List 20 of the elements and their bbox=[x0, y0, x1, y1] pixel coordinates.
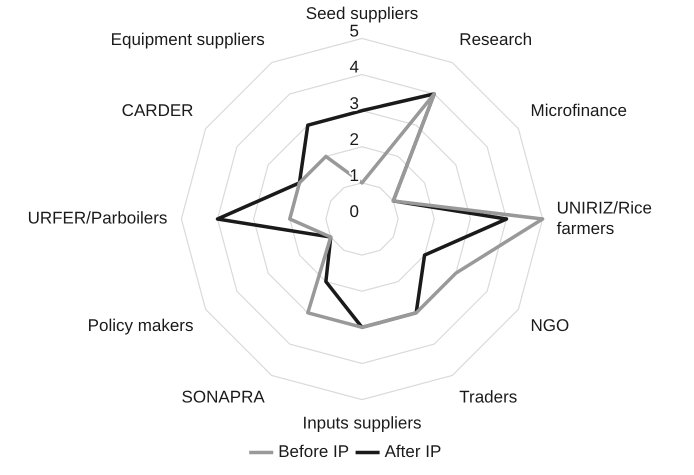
y-tick-label: 0 bbox=[350, 202, 359, 222]
spoke-label: Inputs suppliers bbox=[302, 413, 422, 432]
y-tick-label: 1 bbox=[350, 166, 359, 186]
spoke-label: Seed suppliers bbox=[306, 4, 418, 23]
y-tick-label: 5 bbox=[350, 22, 359, 41]
spoke-label: UNIRIZ/Rice farmers bbox=[556, 198, 652, 238]
spoke-label: URFER/Parboilers bbox=[28, 208, 168, 228]
spoke-label: NGO bbox=[530, 316, 570, 336]
y-tick-label: 4 bbox=[350, 58, 359, 77]
legend-label: After IP bbox=[384, 442, 442, 462]
y-tick-label: 3 bbox=[350, 94, 359, 113]
spoke-label: SONAPRA bbox=[182, 387, 266, 406]
spoke-label: Equipment suppliers bbox=[110, 30, 265, 49]
spoke-label: Research bbox=[459, 30, 532, 49]
spoke-label: Microfinance bbox=[530, 101, 627, 120]
y-tick-label: 2 bbox=[350, 130, 359, 149]
spoke-label: Policy makers bbox=[88, 316, 194, 336]
spoke-label: Traders bbox=[459, 387, 518, 406]
legend-label: Before IP bbox=[278, 442, 350, 462]
spoke-label: CARDER bbox=[122, 101, 194, 120]
